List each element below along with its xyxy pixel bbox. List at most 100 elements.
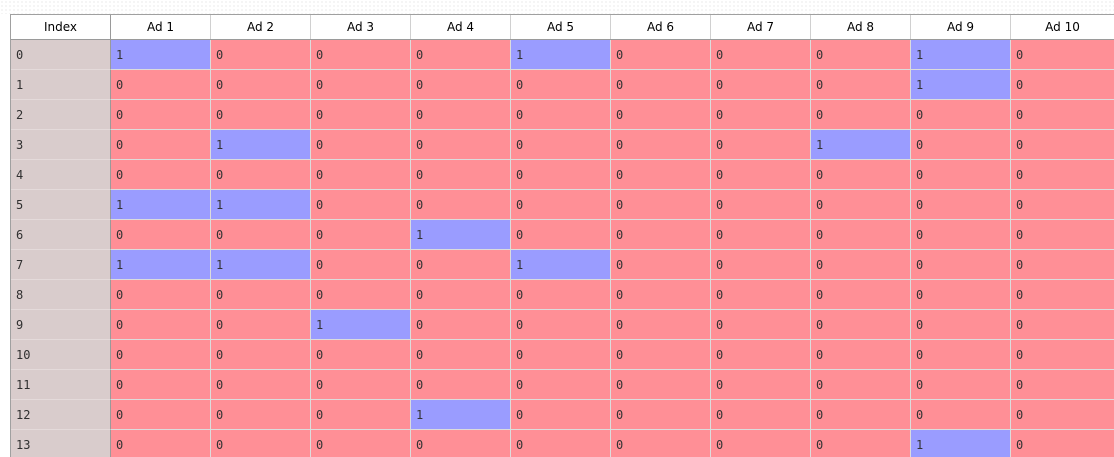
table-cell[interactable]: 0 bbox=[911, 280, 1011, 310]
table-cell[interactable]: 0 bbox=[1011, 340, 1114, 370]
table-cell[interactable]: 0 bbox=[611, 220, 711, 250]
table-cell[interactable]: 0 bbox=[311, 370, 411, 400]
table-cell[interactable]: 0 bbox=[911, 220, 1011, 250]
column-header-ad-2[interactable]: Ad 2 bbox=[211, 15, 311, 39]
table-cell[interactable]: 0 bbox=[811, 160, 911, 190]
table-cell[interactable]: 0 bbox=[111, 430, 211, 457]
table-cell[interactable]: 0 bbox=[811, 220, 911, 250]
table-cell[interactable]: 1 bbox=[211, 250, 311, 280]
table-cell[interactable]: 0 bbox=[611, 370, 711, 400]
table-cell[interactable]: 0 bbox=[511, 310, 611, 340]
table-cell[interactable]: 0 bbox=[411, 40, 511, 70]
table-cell[interactable]: 0 bbox=[111, 130, 211, 160]
table-cell[interactable]: 0 bbox=[811, 250, 911, 280]
table-cell[interactable]: 0 bbox=[811, 370, 911, 400]
table-cell[interactable]: 1 bbox=[911, 430, 1011, 457]
table-cell[interactable]: 0 bbox=[911, 370, 1011, 400]
row-index-cell[interactable]: 13 bbox=[11, 430, 111, 457]
table-cell[interactable]: 0 bbox=[711, 160, 811, 190]
row-index-cell[interactable]: 8 bbox=[11, 280, 111, 310]
table-cell[interactable]: 0 bbox=[111, 100, 211, 130]
table-cell[interactable]: 0 bbox=[211, 400, 311, 430]
table-cell[interactable]: 0 bbox=[811, 190, 911, 220]
table-cell[interactable]: 0 bbox=[311, 250, 411, 280]
column-header-ad-6[interactable]: Ad 6 bbox=[611, 15, 711, 39]
table-cell[interactable]: 0 bbox=[711, 40, 811, 70]
table-cell[interactable]: 1 bbox=[111, 250, 211, 280]
table-cell[interactable]: 0 bbox=[711, 340, 811, 370]
table-cell[interactable]: 0 bbox=[811, 400, 911, 430]
table-cell[interactable]: 0 bbox=[1011, 160, 1114, 190]
column-header-ad-9[interactable]: Ad 9 bbox=[911, 15, 1011, 39]
table-cell[interactable]: 0 bbox=[1011, 400, 1114, 430]
table-cell[interactable]: 0 bbox=[411, 190, 511, 220]
table-cell[interactable]: 0 bbox=[1011, 70, 1114, 100]
table-cell[interactable]: 0 bbox=[311, 430, 411, 457]
column-header-ad-5[interactable]: Ad 5 bbox=[511, 15, 611, 39]
table-cell[interactable]: 1 bbox=[511, 250, 611, 280]
table-cell[interactable]: 0 bbox=[511, 220, 611, 250]
table-cell[interactable]: 0 bbox=[411, 430, 511, 457]
table-cell[interactable]: 0 bbox=[811, 40, 911, 70]
table-cell[interactable]: 0 bbox=[611, 310, 711, 340]
table-cell[interactable]: 1 bbox=[511, 40, 611, 70]
table-cell[interactable]: 0 bbox=[711, 430, 811, 457]
table-cell[interactable]: 0 bbox=[611, 160, 711, 190]
table-cell[interactable]: 0 bbox=[511, 340, 611, 370]
table-cell[interactable]: 0 bbox=[411, 280, 511, 310]
table-cell[interactable]: 0 bbox=[211, 100, 311, 130]
row-index-cell[interactable]: 2 bbox=[11, 100, 111, 130]
table-cell[interactable]: 1 bbox=[111, 40, 211, 70]
table-cell[interactable]: 0 bbox=[511, 430, 611, 457]
table-cell[interactable]: 1 bbox=[911, 40, 1011, 70]
table-cell[interactable]: 0 bbox=[711, 310, 811, 340]
table-cell[interactable]: 0 bbox=[511, 280, 611, 310]
table-cell[interactable]: 0 bbox=[1011, 220, 1114, 250]
table-cell[interactable]: 0 bbox=[311, 280, 411, 310]
table-cell[interactable]: 0 bbox=[711, 370, 811, 400]
table-cell[interactable]: 1 bbox=[311, 310, 411, 340]
table-cell[interactable]: 0 bbox=[411, 340, 511, 370]
table-cell[interactable]: 0 bbox=[911, 130, 1011, 160]
table-cell[interactable]: 1 bbox=[111, 190, 211, 220]
table-cell[interactable]: 0 bbox=[111, 160, 211, 190]
table-cell[interactable]: 0 bbox=[1011, 130, 1114, 160]
row-index-cell[interactable]: 0 bbox=[11, 40, 111, 70]
column-header-ad-3[interactable]: Ad 3 bbox=[311, 15, 411, 39]
table-cell[interactable]: 0 bbox=[711, 100, 811, 130]
table-cell[interactable]: 0 bbox=[711, 220, 811, 250]
table-cell[interactable]: 0 bbox=[111, 310, 211, 340]
table-cell[interactable]: 0 bbox=[211, 280, 311, 310]
column-header-ad-8[interactable]: Ad 8 bbox=[811, 15, 911, 39]
table-cell[interactable]: 0 bbox=[911, 190, 1011, 220]
table-cell[interactable]: 0 bbox=[611, 250, 711, 280]
table-cell[interactable]: 0 bbox=[311, 160, 411, 190]
table-cell[interactable]: 0 bbox=[911, 100, 1011, 130]
table-cell[interactable]: 0 bbox=[611, 70, 711, 100]
table-cell[interactable]: 0 bbox=[811, 310, 911, 340]
table-cell[interactable]: 0 bbox=[1011, 250, 1114, 280]
table-cell[interactable]: 0 bbox=[311, 340, 411, 370]
table-cell[interactable]: 0 bbox=[611, 400, 711, 430]
table-cell[interactable]: 0 bbox=[911, 310, 1011, 340]
table-cell[interactable]: 0 bbox=[611, 40, 711, 70]
table-cell[interactable]: 0 bbox=[1011, 430, 1114, 457]
column-header-ad-4[interactable]: Ad 4 bbox=[411, 15, 511, 39]
row-index-cell[interactable]: 11 bbox=[11, 370, 111, 400]
table-cell[interactable]: 1 bbox=[211, 130, 311, 160]
row-index-cell[interactable]: 9 bbox=[11, 310, 111, 340]
table-cell[interactable]: 0 bbox=[211, 310, 311, 340]
table-cell[interactable]: 0 bbox=[711, 280, 811, 310]
column-header-index[interactable]: Index bbox=[11, 15, 111, 39]
table-cell[interactable]: 0 bbox=[511, 130, 611, 160]
table-cell[interactable]: 0 bbox=[911, 400, 1011, 430]
table-cell[interactable]: 0 bbox=[111, 340, 211, 370]
table-cell[interactable]: 0 bbox=[611, 430, 711, 457]
table-cell[interactable]: 0 bbox=[211, 70, 311, 100]
table-cell[interactable]: 0 bbox=[311, 70, 411, 100]
table-cell[interactable]: 0 bbox=[111, 70, 211, 100]
table-cell[interactable]: 0 bbox=[611, 190, 711, 220]
table-cell[interactable]: 1 bbox=[211, 190, 311, 220]
table-cell[interactable]: 1 bbox=[811, 130, 911, 160]
table-cell[interactable]: 0 bbox=[311, 40, 411, 70]
